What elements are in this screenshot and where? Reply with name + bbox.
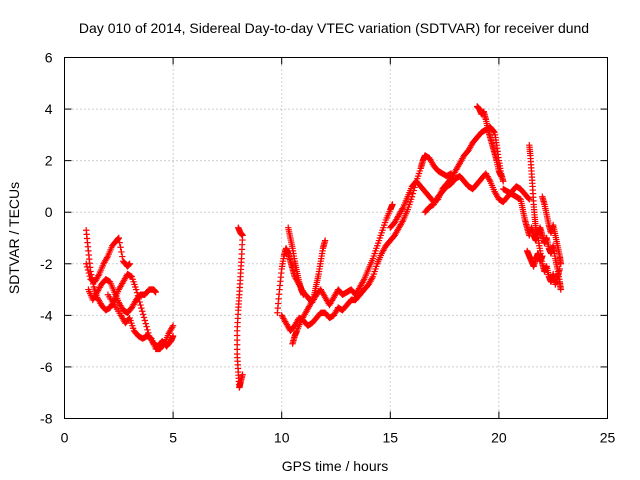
x-tick-label: 0 — [61, 430, 69, 446]
x-tick-label: 10 — [274, 430, 290, 446]
data-point — [141, 317, 149, 324]
data-point — [389, 201, 396, 208]
series-track-k — [421, 170, 533, 216]
data-point — [119, 253, 126, 260]
y-tick-label: -4 — [40, 307, 53, 323]
x-tick-label: 25 — [600, 430, 616, 446]
data-point — [526, 196, 533, 203]
data-point — [300, 291, 307, 298]
y-axis-title: SDTVAR / TECUs — [6, 182, 22, 294]
data-point — [144, 326, 151, 333]
data-point — [138, 304, 145, 312]
data-point — [142, 320, 149, 327]
data-point — [115, 234, 122, 242]
series-track-i — [289, 237, 329, 347]
series-track-o — [523, 247, 546, 270]
data-point — [117, 244, 124, 251]
data-point — [497, 172, 505, 180]
data-point — [500, 178, 507, 185]
y-tick-label: 0 — [45, 204, 53, 220]
series-track-a — [83, 227, 177, 350]
data-point — [143, 323, 150, 330]
y-tick-label: -6 — [40, 359, 53, 375]
data-point — [137, 301, 144, 309]
data-point — [556, 265, 563, 273]
data-point — [126, 260, 133, 267]
series-track-g — [278, 152, 455, 335]
y-tick-label: -8 — [40, 411, 53, 427]
data-point — [84, 266, 92, 274]
series-track-l — [473, 103, 505, 180]
x-axis: 0 5 10 15 20 25 — [61, 57, 616, 446]
data-point — [139, 311, 147, 318]
data-point — [539, 252, 546, 260]
y-tick-label: 4 — [45, 101, 53, 117]
data-point — [132, 286, 140, 293]
series-track-n — [526, 141, 563, 288]
plot-frame — [64, 57, 608, 419]
data-point — [83, 260, 90, 267]
x-axis-title: GPS time / hours — [282, 458, 389, 474]
series-track-f — [274, 201, 396, 316]
y-axis: -8 -6 -4 -2 0 2 4 6 — [40, 50, 608, 427]
x-tick-label: 5 — [169, 430, 177, 446]
series-track-m — [500, 185, 565, 293]
data-point — [152, 288, 159, 296]
y-tick-label: 6 — [45, 50, 53, 66]
series-track-d — [104, 291, 177, 353]
series-track-p — [539, 193, 565, 267]
data-point — [169, 322, 177, 329]
data-point — [83, 263, 91, 271]
x-tick-label: 20 — [491, 430, 507, 446]
y-tick-label: 2 — [45, 153, 53, 169]
data-point — [140, 314, 148, 321]
data-point — [86, 272, 93, 280]
data-point — [118, 248, 125, 256]
chart-title: Day 010 of 2014, Sidereal Day-to-day VTE… — [79, 20, 589, 36]
data-point — [557, 286, 565, 293]
data-point — [116, 239, 123, 246]
series-track-h — [285, 224, 307, 298]
y-tick-label: -2 — [40, 256, 53, 272]
grid — [64, 57, 608, 419]
data-point — [525, 195, 532, 202]
data-point — [139, 308, 146, 315]
data-points — [83, 103, 565, 391]
data-point — [321, 237, 329, 244]
data-point — [557, 260, 565, 267]
data-point — [239, 371, 246, 378]
x-tick-label: 15 — [383, 430, 399, 446]
series-track-e — [233, 224, 246, 391]
data-point — [85, 269, 93, 277]
series-track-c — [85, 276, 159, 316]
series-track-b — [83, 234, 133, 286]
